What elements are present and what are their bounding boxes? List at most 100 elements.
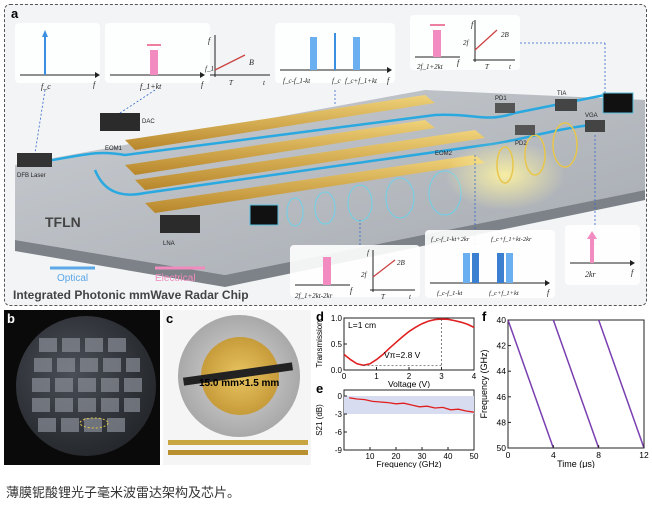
s6-f: f xyxy=(547,288,551,297)
panel-d-label: d xyxy=(316,309,324,324)
y-tick-label: 0 xyxy=(338,392,343,401)
x-tick-label: 10 xyxy=(366,452,375,461)
s2-xlabel: f_1+kt xyxy=(140,82,162,91)
i3-T: T xyxy=(381,293,386,301)
pd1 xyxy=(495,103,515,113)
x-tick-label: 4 xyxy=(551,450,556,460)
y-tick-label: 42 xyxy=(497,341,507,351)
panel-a-label: a xyxy=(11,6,19,21)
s6-c: f_c-f_1-kt xyxy=(437,290,462,297)
panel-e-label: e xyxy=(316,381,324,396)
dac-chip xyxy=(100,113,140,131)
vga-label: VGA xyxy=(585,113,598,119)
annotation-vpi: Vπ=2.8 V xyxy=(384,350,421,360)
chirp-ramp xyxy=(552,319,600,449)
eom1-electrode-2 xyxy=(125,120,435,175)
s6-a: f_c-f_1-kt+2kr xyxy=(431,236,470,243)
i1-T: T xyxy=(229,79,234,87)
pd1-label: PD1 xyxy=(495,96,507,102)
s1-f: f xyxy=(93,80,97,89)
spectrum-inset-5 xyxy=(290,245,420,297)
x-tick-label: 30 xyxy=(418,452,427,461)
spectrum-inset-6 xyxy=(425,230,555,298)
chip-closeup xyxy=(168,440,308,445)
panel-a-title: Integrated Photonic mmWave Radar Chip xyxy=(13,288,249,302)
tia xyxy=(555,99,577,111)
pd2 xyxy=(515,125,535,135)
x-tick-label: 8 xyxy=(596,450,601,460)
tfln-label: TFLN xyxy=(45,214,81,230)
eom2-label: EOM2 xyxy=(435,151,453,157)
y-tick-label: -9 xyxy=(335,446,343,455)
y-axis-label: Transmission xyxy=(315,320,324,367)
annotation-length: L=1 cm xyxy=(348,320,376,330)
i1-t: t xyxy=(263,79,266,87)
spectrum-inset-7 xyxy=(565,225,640,285)
x-tick-label: 20 xyxy=(392,452,401,461)
x-tick-label: 12 xyxy=(639,450,649,460)
lna-chip xyxy=(160,215,200,233)
i3-B: 2B xyxy=(397,259,406,267)
s7-xlabel: 2kr xyxy=(585,270,597,279)
panel-a-frame: DFB Laser DAC EOM1 EOM2 PD1 PD2 TIA VGA … xyxy=(4,4,647,306)
antenna-rx xyxy=(249,204,279,226)
chirp-ramp xyxy=(597,319,645,449)
panel-b-label: b xyxy=(7,311,15,326)
x-axis-label: Voltage (V) xyxy=(388,379,430,388)
x-tick-label: 0 xyxy=(342,372,347,381)
eom2-electrode xyxy=(135,130,485,190)
y-tick-label: 0.5 xyxy=(331,340,343,349)
x-tick-label: 40 xyxy=(444,452,453,461)
electrical-band-3 xyxy=(323,257,331,285)
s7-f: f xyxy=(631,268,635,277)
legend-electrical: Electrical xyxy=(155,273,196,284)
spectrum-inset-1 xyxy=(15,23,100,83)
y-axis-label: Frequency (GHz) xyxy=(479,349,489,418)
y-tick-label: 40 xyxy=(497,315,507,325)
plot-frame xyxy=(343,317,475,371)
pd2-label: PD2 xyxy=(515,141,527,147)
sideband-lower xyxy=(310,37,317,70)
s3-f: f xyxy=(387,76,391,85)
i2-B: 2B xyxy=(501,31,510,39)
figure-caption: 薄膜铌酸锂光子毫米波雷达架构及芯片。 xyxy=(6,486,241,501)
y-tick-label: -6 xyxy=(335,428,343,437)
vga xyxy=(585,120,605,132)
i2-f: f xyxy=(471,20,475,29)
s6-b: f_c+f_1+kt-2kr xyxy=(491,236,532,243)
s4-f: f xyxy=(457,58,461,67)
chirp-ramp xyxy=(507,319,555,449)
s21-curve xyxy=(349,397,475,413)
legend-optical: Optical xyxy=(57,273,88,284)
i1-B: B xyxy=(249,58,254,67)
electrical-band-2 xyxy=(433,30,441,57)
s4-xlabel: 2f_1+2kt xyxy=(417,63,444,71)
panel-b-photo: b xyxy=(4,310,160,465)
i3-t: t xyxy=(409,293,412,301)
antenna-tx xyxy=(602,92,634,114)
s3-c: f_c+f_1+kt xyxy=(345,77,378,85)
dfb-label: DFB Laser xyxy=(17,173,46,179)
s3-b: f_c xyxy=(332,77,341,85)
connector-lines xyxy=(34,42,606,245)
tia-label: TIA xyxy=(557,91,566,97)
wafer-dies xyxy=(32,338,142,432)
transmission-curve xyxy=(343,318,475,367)
x-tick-label: 4 xyxy=(472,372,477,381)
y-tick-label: 46 xyxy=(497,392,507,402)
s6-d: f_c+f_1+kt xyxy=(489,290,519,297)
eom1-label: EOM1 xyxy=(105,146,123,152)
optical-waveguide-1 xyxy=(34,93,606,165)
architecture-diagram: DFB Laser DAC EOM1 EOM2 PD1 PD2 TIA VGA … xyxy=(13,15,645,302)
x-tick-label: 3 xyxy=(439,372,444,381)
i2-T: T xyxy=(485,63,490,71)
chip-dimension: 15.0 mm×1.5 mm xyxy=(199,378,280,389)
i1-f: f xyxy=(208,36,212,45)
panel-c-label: c xyxy=(166,311,174,326)
x-tick-label: 0 xyxy=(506,450,511,460)
dac-label: DAC xyxy=(142,119,155,125)
panel-e-chart: 10 20 30 40 50 0 -3 -6 -9 Frequency (GHz) S21 (dB) xyxy=(315,389,479,468)
x-tick-label: 2 xyxy=(407,372,412,381)
y-tick-label: 48 xyxy=(497,417,507,427)
y-axis-label: S21 (dB) xyxy=(315,404,324,436)
